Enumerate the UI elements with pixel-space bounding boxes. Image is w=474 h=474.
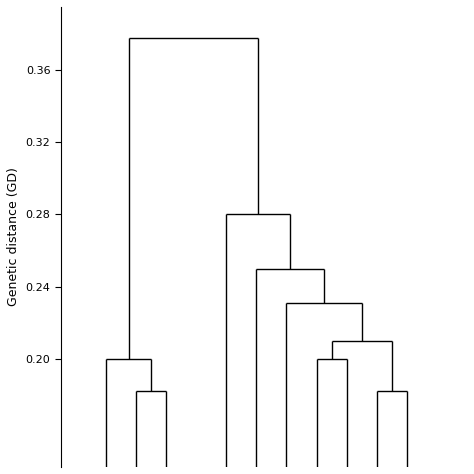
Y-axis label: Genetic distance (GD): Genetic distance (GD) — [7, 168, 20, 306]
